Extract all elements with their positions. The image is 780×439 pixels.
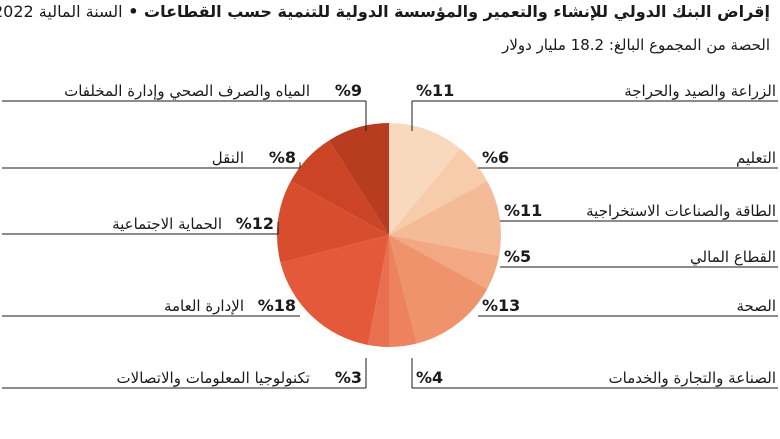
slice-value-label: %9 bbox=[335, 81, 362, 100]
slice-category-label: الصحة bbox=[737, 297, 776, 315]
leader-line bbox=[2, 162, 301, 169]
pie-slice bbox=[389, 148, 488, 235]
slice-category-label: الحماية الاجتماعية bbox=[112, 215, 222, 233]
slice-category-label: الطاقة والصناعات الاستخراجية bbox=[586, 202, 776, 220]
leader-line bbox=[2, 100, 367, 131]
chart-subtitle: الحصة من المجموع البالغ: 18.2 مليار دولا… bbox=[502, 36, 770, 54]
leader-line bbox=[411, 358, 778, 389]
leader-line bbox=[2, 221, 279, 235]
pie-slice bbox=[328, 123, 389, 235]
slice-category-label: المياه والصرف الصحي وإدارة المخلفات bbox=[64, 82, 310, 101]
title-main: إقراض البنك الدولي للإنشاء والتعمير والم… bbox=[144, 2, 770, 21]
title-year: السنة المالية 2022 bbox=[0, 2, 123, 21]
leader-line bbox=[411, 100, 778, 131]
pie-slice bbox=[276, 181, 389, 263]
pie-slice bbox=[280, 235, 389, 346]
slice-category-label: التعليم bbox=[736, 149, 776, 167]
slice-value-label: %6 bbox=[482, 148, 509, 167]
slice-category-label: الصناعة والتجارة والخدمات bbox=[609, 369, 777, 387]
pie-slice bbox=[389, 123, 461, 235]
slice-value-label: %4 bbox=[416, 368, 443, 387]
slice-category-label: النقل bbox=[212, 149, 244, 167]
pie-slice bbox=[389, 235, 500, 289]
pie-slice bbox=[368, 235, 389, 347]
title-separator: • bbox=[122, 2, 144, 21]
slice-category-label: الإدارة العامة bbox=[164, 297, 244, 315]
slice-value-label: %11 bbox=[416, 81, 454, 100]
pie-slice bbox=[389, 235, 488, 344]
leader-line bbox=[2, 358, 367, 389]
pie-slice bbox=[389, 235, 417, 347]
slice-value-label: %3 bbox=[335, 368, 362, 387]
slice-value-label: %18 bbox=[258, 296, 296, 315]
slice-value-label: %5 bbox=[504, 247, 531, 266]
slice-value-label: %13 bbox=[482, 296, 520, 315]
slice-category-label: القطاع المالي bbox=[690, 248, 776, 267]
slice-value-label: %12 bbox=[236, 214, 274, 233]
slice-category-label: تكنولوجيا المعلومات والاتصالات bbox=[117, 369, 310, 387]
pie-slice bbox=[389, 181, 502, 256]
slice-value-label: %11 bbox=[504, 201, 542, 220]
chart-title: إقراض البنك الدولي للإنشاء والتعمير والم… bbox=[0, 2, 770, 21]
pie-slice bbox=[290, 140, 389, 235]
slice-category-label: الزراعة والصيد والحراجة bbox=[624, 82, 776, 100]
slice-value-label: %8 bbox=[269, 148, 296, 167]
